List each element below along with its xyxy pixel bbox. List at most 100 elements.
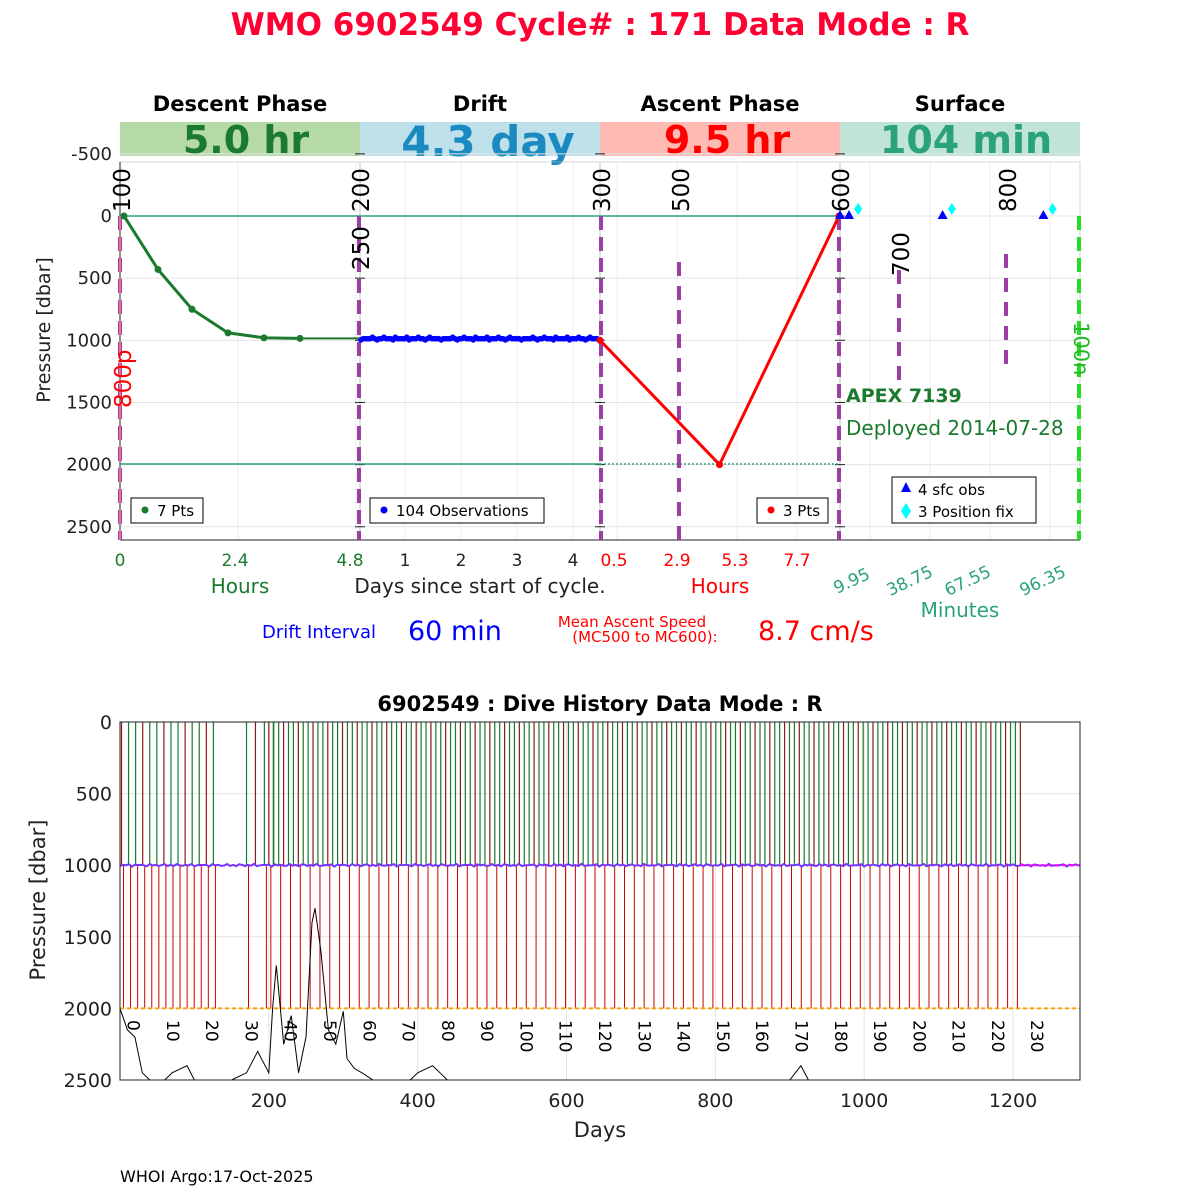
surface-x-tick-label: 96.35	[1017, 562, 1070, 601]
mc100n-label: 100n	[1069, 322, 1093, 375]
bottom-y-axis-label: Pressure [dbar]	[26, 820, 50, 981]
drift-duration: 4.3 day	[401, 117, 575, 166]
descent-profile-line	[122, 215, 301, 340]
ascent-speed-label-line1: Mean Ascent Speed	[558, 613, 706, 631]
cycle-number-label: 20	[201, 1020, 221, 1042]
dive-history-series	[119, 722, 1080, 1081]
figure-title: WMO 6902549 Cycle# : 171 Data Mode : R	[231, 7, 970, 43]
cycle-number-label: 130	[633, 1020, 653, 1052]
bottom-x-tick-label: 1000	[840, 1090, 888, 1112]
ascent-x-tick-label: 7.7	[783, 551, 810, 571]
drift-x-tick-label: 2	[456, 551, 467, 571]
ascent-duration: 9.5 hr	[664, 118, 791, 162]
descent-duration: 5.0 hr	[183, 118, 310, 162]
mc800-label: 800	[996, 168, 1022, 212]
cycle-number-label: 210	[948, 1020, 968, 1052]
descent-x-tick-label: 4.8	[336, 551, 363, 571]
ascent-duration-band	[600, 122, 840, 156]
surface-obs-marker	[835, 210, 845, 219]
mc600-label: 600	[829, 168, 855, 212]
bottom-x-tick-label: 800	[697, 1090, 733, 1112]
bathymetry-trace	[119, 908, 816, 1081]
descent-data-point	[188, 305, 196, 313]
ascent-legend: 3 Pts	[756, 497, 829, 524]
drift-legend: 104 Observations	[369, 497, 545, 524]
drift-x-tick-label: 1	[400, 551, 411, 571]
ascent-legend-label: 3 Pts	[783, 502, 820, 520]
cycle-number-label: 120	[594, 1020, 614, 1052]
bottom-y-tick-label: 500	[76, 784, 112, 806]
drift-duration-band	[360, 122, 600, 156]
ascent-x-axis-label: Hours	[691, 574, 750, 598]
cycle-number-label: 80	[437, 1020, 457, 1042]
surface-legend-fix-label: 3 Position fix	[918, 503, 1014, 521]
drift-x-tick-label: 3	[512, 551, 523, 571]
cycle-number-label: 190	[869, 1020, 889, 1052]
mc500-label: 500	[669, 168, 695, 212]
cycle-number-label: 40	[280, 1020, 300, 1042]
cycle-number-label: 150	[712, 1020, 732, 1052]
top-y-tick-label: 500	[78, 268, 112, 289]
cycle-number-label: 10	[162, 1020, 182, 1042]
cycle-number-label: 140	[673, 1020, 693, 1052]
bottom-y-tick-label: 0	[100, 712, 112, 734]
cycle-number-label: 100	[515, 1020, 535, 1052]
mc700-label: 700	[889, 232, 915, 276]
panel-frame	[119, 161, 361, 541]
drift-x-tick-label: 4	[568, 551, 579, 571]
bottom-x-tick-label: 200	[251, 1090, 287, 1112]
bottom-y-tick-label: 1500	[64, 927, 112, 949]
surface-duration: 104 min	[880, 118, 1052, 162]
descent-x-tick-label: 0	[115, 551, 126, 571]
panel-frame	[599, 161, 841, 541]
top-y-tick-label: -500	[71, 144, 112, 165]
cycle-number-label: 110	[555, 1020, 575, 1052]
dive-history-title: 6902549 : Dive History Data Mode : R	[377, 692, 822, 716]
top-y-tick-label: 1500	[66, 392, 112, 413]
cycle-number-label: 200	[908, 1020, 928, 1052]
descent-phase-header: Descent Phase	[153, 92, 327, 116]
mc300-label: 300	[590, 168, 616, 212]
descent-data-point	[224, 329, 232, 337]
bottom-x-axis-label: Days	[574, 1118, 626, 1142]
ascent-x-tick-label: 5.3	[721, 551, 748, 571]
cycle-number-label: 170	[790, 1020, 810, 1052]
descent-duration-band	[120, 122, 360, 156]
surface-x-axis-label: Minutes	[921, 598, 1000, 622]
bottom-plot-frame	[119, 721, 1081, 1081]
drift-legend-label: 104 Observations	[396, 502, 529, 520]
bottom-x-tick-label: 400	[400, 1090, 436, 1112]
descent-legend: 7 Pts	[130, 497, 204, 524]
surface-x-tick-label: 9.95	[831, 564, 874, 598]
bottom-x-tick-label: 1200	[989, 1090, 1037, 1112]
surface-obs-marker	[844, 210, 854, 219]
top-y-tick-label: 0	[101, 206, 112, 227]
ascent-phase-header: Ascent Phase	[641, 92, 800, 116]
top-y-tick-label: 2500	[66, 517, 112, 538]
bottom-y-tick-label: 1000	[64, 855, 112, 877]
cycle-number-label: 50	[319, 1020, 339, 1042]
surface-legend-obs-label: 4 sfc obs	[918, 481, 985, 499]
surface-obs-marker	[937, 210, 948, 219]
top-y-tick-label: 2000	[66, 455, 112, 476]
cycle-number-label: 90	[476, 1020, 496, 1042]
ascent-x-tick-label: 0.5	[600, 551, 627, 571]
drift-pressure-trace	[119, 862, 1079, 868]
ascent-x-tick-label: 2.9	[663, 551, 690, 571]
mc100-label: 100	[110, 168, 136, 212]
ascent-speed-label-line2: (MC500 to MC600):	[572, 628, 717, 646]
drift-interval-label: Drift Interval	[262, 622, 376, 643]
mc250-label: 250	[349, 226, 375, 270]
surface-legend: 4 sfc obs 3 Position fix	[891, 476, 1037, 524]
cycle-number-label: 0	[122, 1020, 142, 1031]
bottom-y-tick-label: 2500	[64, 1070, 112, 1092]
ascent-speed-value: 8.7 cm/s	[758, 616, 874, 647]
cycle-number-label: 30	[240, 1020, 260, 1042]
drift-phase-header: Drift	[453, 92, 507, 116]
cycle-number-label: 180	[830, 1020, 850, 1052]
surface-phase-header: Surface	[915, 92, 1005, 116]
position-fix-marker	[854, 203, 863, 215]
surface-x-tick-label: 67.55	[942, 562, 995, 601]
